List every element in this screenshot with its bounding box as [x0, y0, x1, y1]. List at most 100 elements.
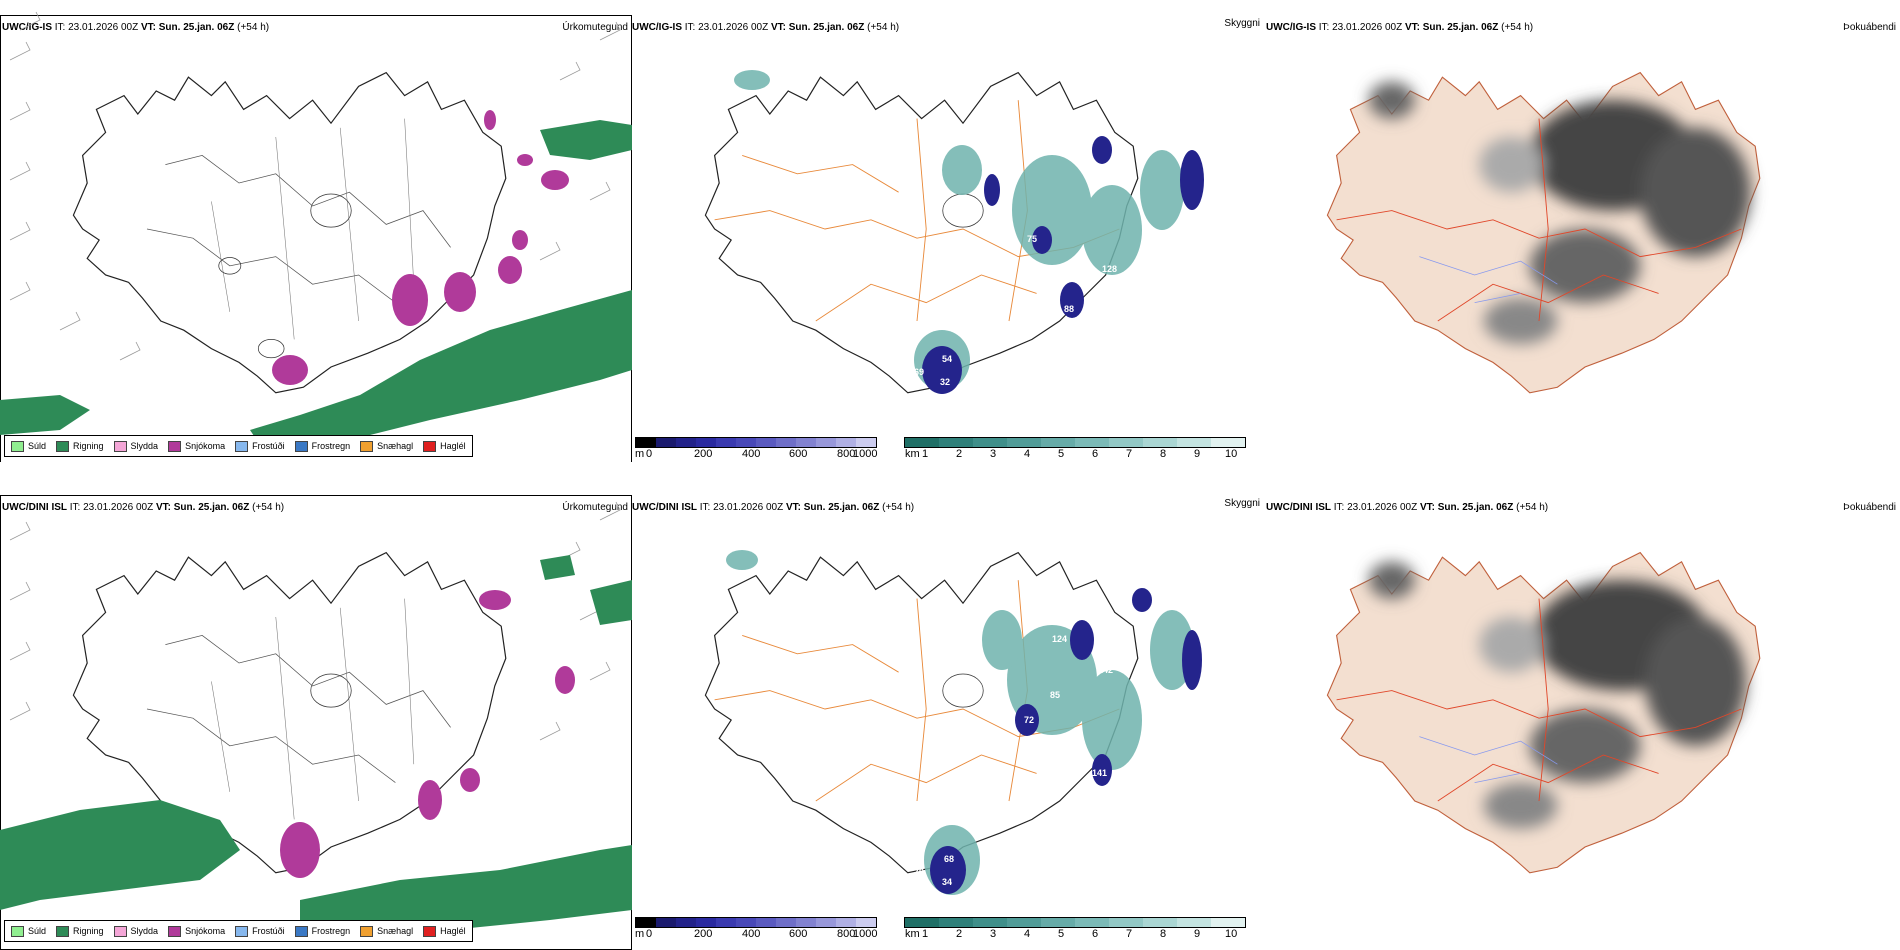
ceiling-areas: [930, 588, 1202, 894]
precip-type-map-row2: UWC/DINI ISL IT: 23.01.2026 00Z VT: Sun.…: [0, 480, 632, 950]
visibility-colorbar: [904, 437, 1246, 448]
ceiling-colorbar: [635, 917, 877, 928]
panel-title: Þokuábendi: [1843, 22, 1896, 33]
cloud-map-canvas: 68 79 34 72 85 141 124 242: [704, 550, 1202, 895]
visibility-tick: 10: [1225, 448, 1238, 460]
swatch-haglel: [423, 925, 437, 937]
snow-areas: [280, 590, 575, 878]
panel-header: UWC/DINI ISL IT: 23.01.2026 00Z VT: Sun.…: [1266, 502, 1549, 513]
legend-item: Snjókoma: [168, 925, 225, 937]
legend-item: Snæhagl: [360, 440, 413, 452]
ceiling-label: 54: [942, 354, 952, 364]
legend-item: Haglél: [423, 440, 466, 452]
iceland-outline: [72, 71, 507, 394]
legend-item: Súld: [11, 925, 46, 937]
visibility-tick: 4: [1024, 928, 1031, 940]
swatch-snjokoma: [168, 440, 182, 452]
ceiling-tick: 400: [742, 448, 761, 460]
swatch-frostudi: [235, 440, 249, 452]
visibility-tick: 5: [1058, 928, 1065, 940]
panel-title: Skyggni: [1224, 18, 1260, 29]
swatch-sudl: [11, 925, 24, 937]
ceiling-label: 141: [1092, 768, 1107, 778]
fog-map-canvas: [1326, 71, 1761, 394]
precip-map-canvas: [0, 495, 632, 950]
visibility-tick: 3: [990, 928, 997, 940]
legend-item: Snæhagl: [360, 925, 413, 937]
ceiling-label: 72: [1024, 715, 1034, 725]
visibility-tick: 1: [922, 928, 929, 940]
visibility-colorbar: [904, 917, 1246, 928]
legend-item: Frostúði: [235, 925, 285, 937]
panel-title: Þokuábendi: [1843, 502, 1896, 513]
ceiling-label: 77: [1144, 142, 1154, 152]
visibility-tick: 7: [1126, 448, 1133, 460]
precip-type-legend: Súld Rigning Slydda Snjókoma Frostúði Fr…: [4, 435, 473, 457]
ceiling-tick: 1000: [853, 928, 878, 940]
panel-header: UWC/IG-IS IT: 23.01.2026 00Z VT: Sun. 25…: [1266, 22, 1534, 33]
ceiling-areas: [922, 136, 1204, 394]
swatch-slydda: [113, 440, 127, 452]
cloud-visibility-map-row1: Skyggni 54 69 32 75 88: [632, 0, 1264, 462]
swatch-slydda: [113, 925, 127, 937]
legend-item: Rigning: [56, 925, 104, 937]
ceiling-label: 118: [1202, 147, 1217, 157]
visibility-unit: km: [905, 448, 920, 460]
visibility-tick: 6: [1092, 448, 1099, 460]
legend-item: Haglél: [423, 925, 466, 937]
ceiling-tick: 200: [694, 448, 713, 460]
cloud-visibility-map-row2: Skyggni 68 79 34 72 85: [632, 480, 1264, 950]
panel-header: UWC/DINI ISL IT: 23.01.2026 00Z VT: Sun.…: [2, 502, 285, 513]
visibility-tick: 5: [1058, 448, 1065, 460]
visibility-tick: 1: [922, 448, 929, 460]
swatch-frostregn: [294, 440, 308, 452]
visibility-tick: 2: [956, 928, 963, 940]
cloud-map-canvas: 54 69 32 75 88 128 77 118: [704, 70, 1217, 394]
ceiling-tick: 1000: [853, 448, 878, 460]
precip-type-legend: Súld Rigning Slydda Snjókoma Frostúði Fr…: [4, 920, 473, 942]
legend-item: Súld: [11, 440, 46, 452]
legend-item: Rigning: [56, 440, 104, 452]
swatch-sudl: [11, 440, 24, 452]
ceiling-colorbar: [635, 437, 877, 448]
visibility-tick: 3: [990, 448, 997, 460]
swatch-snaehagl: [360, 440, 374, 452]
visibility-tick: 6: [1092, 928, 1099, 940]
panel-title: Skyggni: [1224, 498, 1260, 509]
legend-item: Frostúði: [235, 440, 285, 452]
ceiling-label: 85: [1050, 690, 1060, 700]
swatch-frostregn: [294, 925, 308, 937]
ceiling-label: 69: [914, 367, 924, 377]
fog-index-field: [1368, 561, 1746, 829]
swatch-snaehagl: [360, 925, 374, 937]
visibility-tick: 9: [1194, 928, 1201, 940]
legend-item: Slydda: [113, 440, 158, 452]
ceiling-tick: 200: [694, 928, 713, 940]
ceiling-label: 124: [1052, 634, 1067, 644]
fog-map-row2: UWC/DINI ISL IT: 23.01.2026 00Z VT: Sun.…: [1264, 480, 1900, 950]
visibility-tick: 8: [1160, 928, 1167, 940]
visibility-tick: 2: [956, 448, 963, 460]
fog-index-field: [1368, 81, 1751, 344]
ceiling-tick: 600: [789, 928, 808, 940]
swatch-snjokoma: [168, 925, 182, 937]
ceiling-tick: 800: [837, 928, 856, 940]
ceiling-label: 128: [1102, 264, 1117, 274]
iceland-outline: [704, 71, 1139, 394]
legend-item: Frostregn: [294, 440, 350, 452]
legend-item: Snjókoma: [168, 440, 225, 452]
ceiling-label: 79: [914, 867, 924, 877]
ceiling-tick: 600: [789, 448, 808, 460]
ceiling-label: 242: [1098, 665, 1113, 675]
ceiling-label: 75: [1027, 234, 1037, 244]
visibility-unit: km: [905, 928, 920, 940]
precip-type-map-row1: UWC/IG-IS IT: 23.01.2026 00Z VT: Sun. 25…: [0, 0, 632, 462]
panel-title: Úrkomutegund: [562, 22, 628, 33]
legend-item: Slydda: [113, 925, 158, 937]
ceiling-tick: 800: [837, 448, 856, 460]
ceiling-tick: 400: [742, 928, 761, 940]
ceiling-unit: m: [635, 928, 645, 940]
rain-areas: [0, 555, 632, 935]
ceiling-unit: m: [635, 448, 645, 460]
ceiling-label: 68: [944, 854, 954, 864]
